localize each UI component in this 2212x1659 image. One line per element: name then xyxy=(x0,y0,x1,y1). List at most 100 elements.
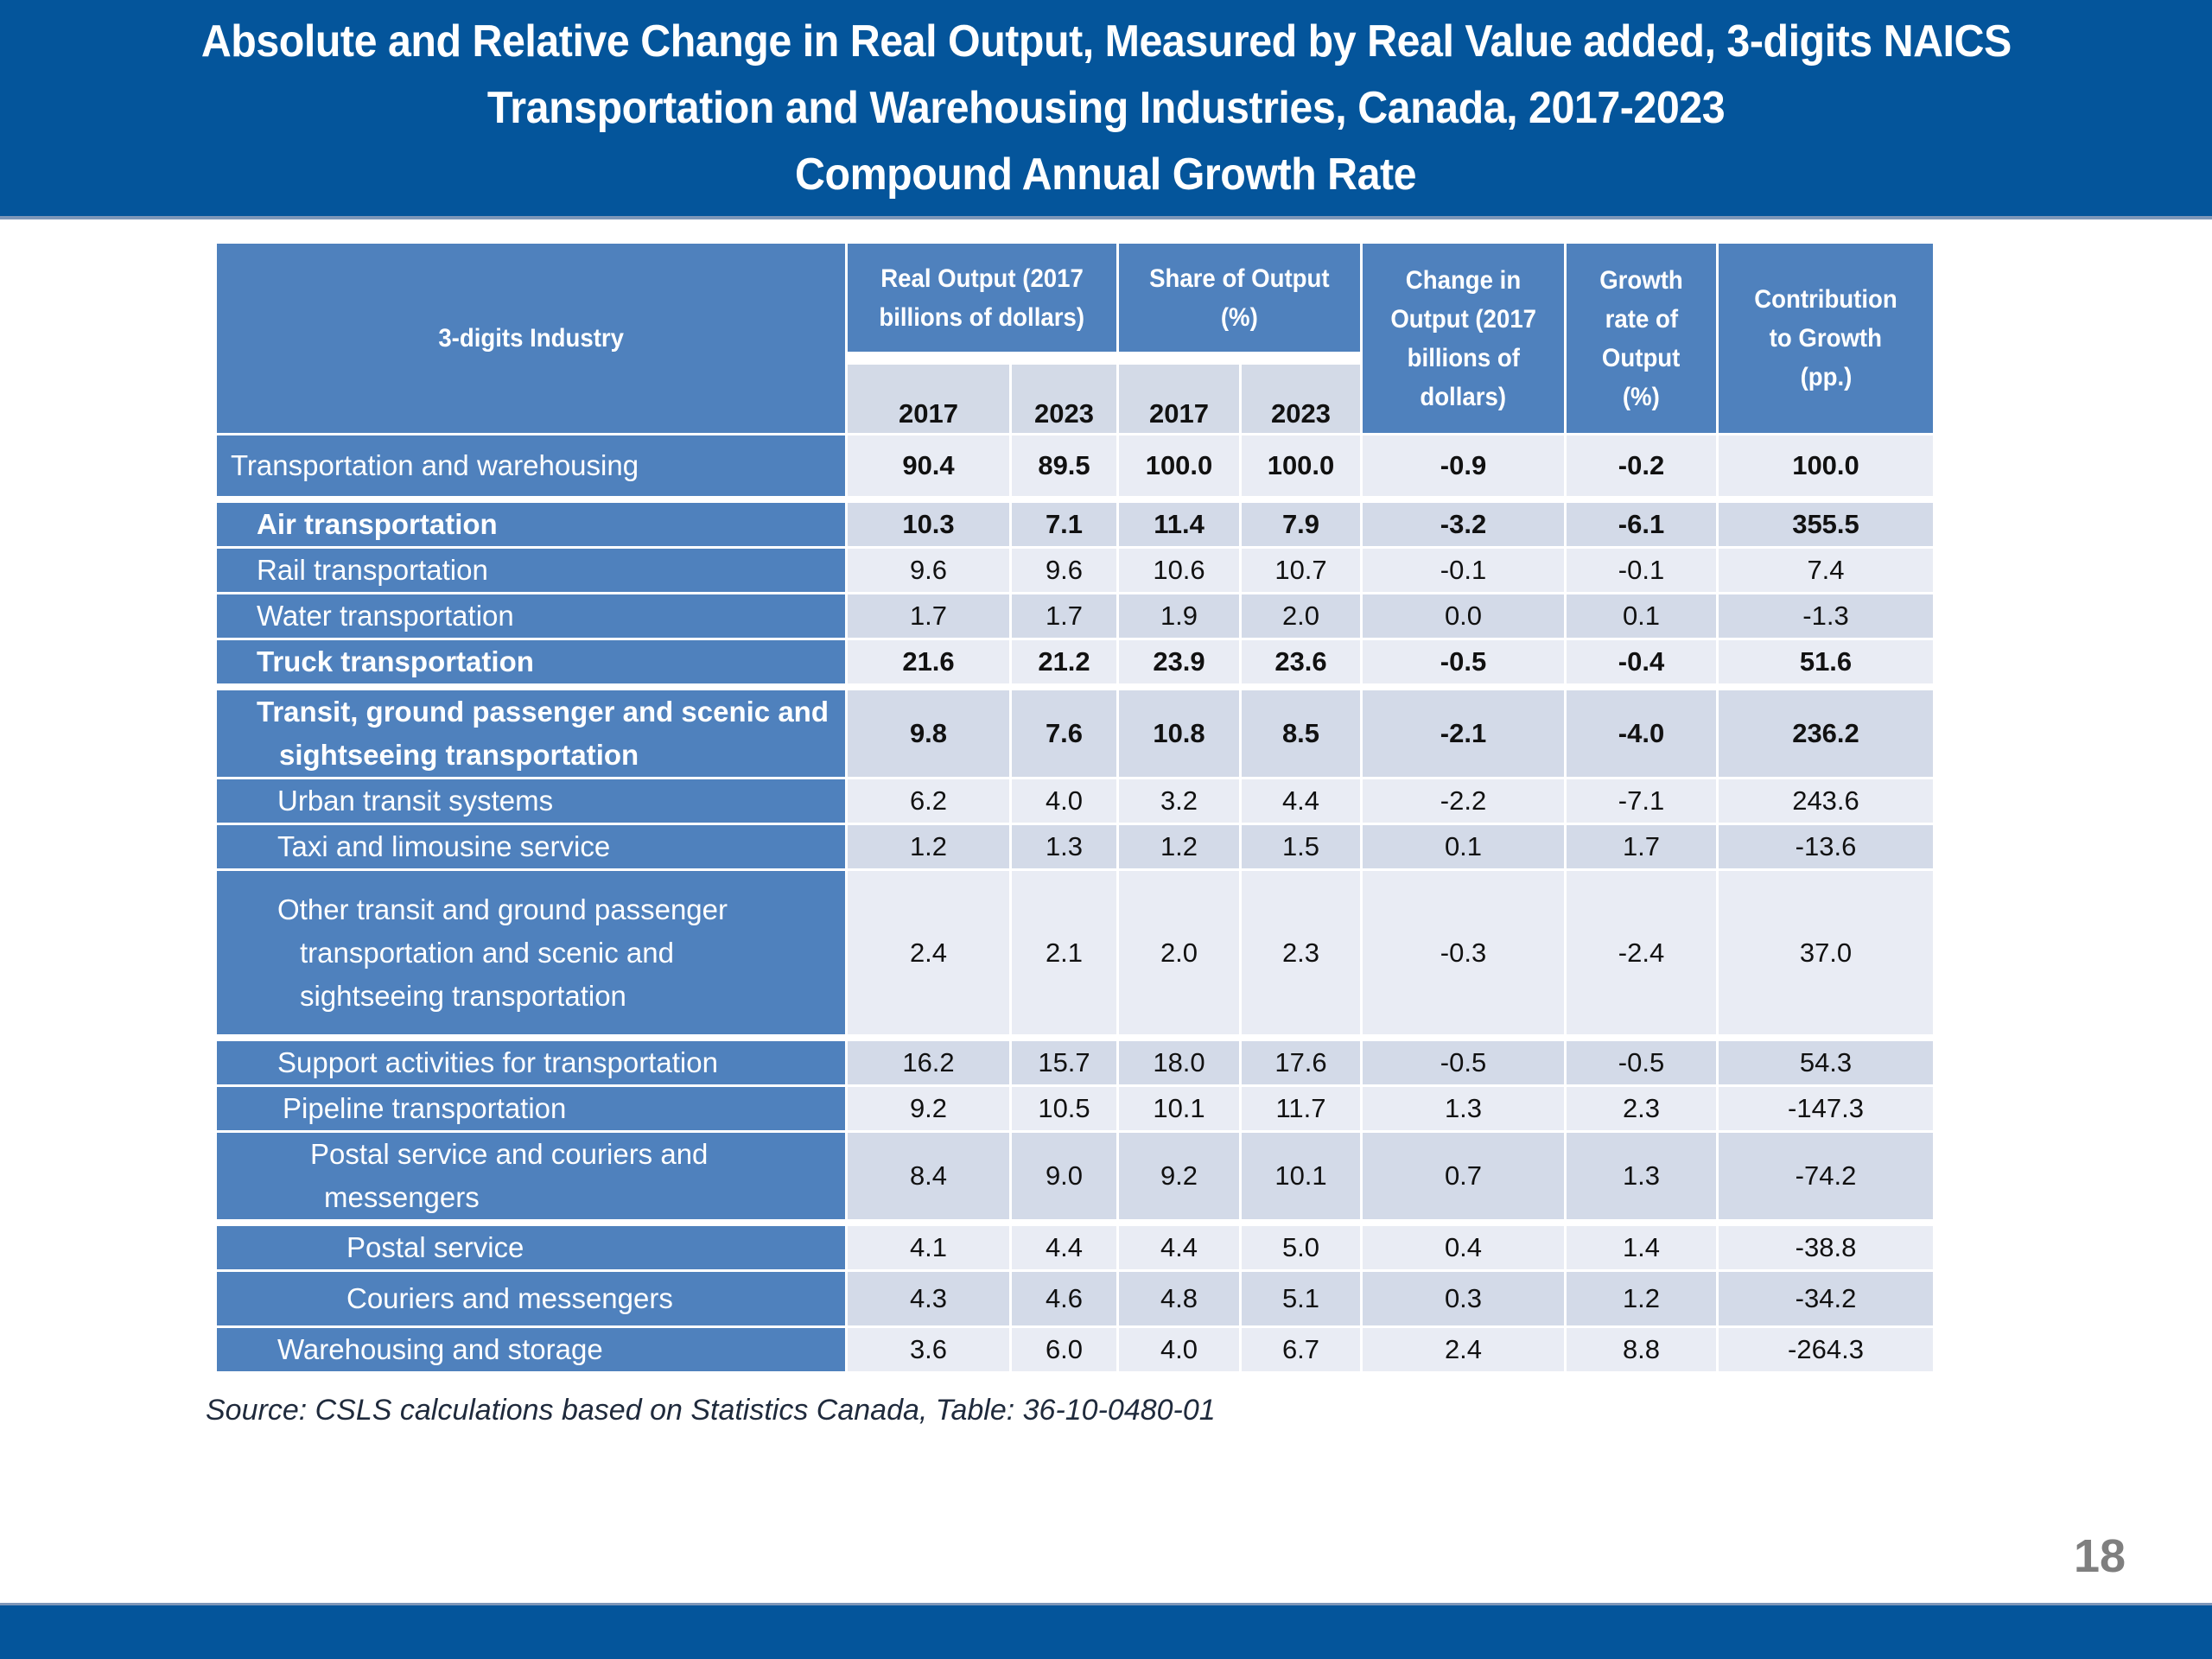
cell-share-2023: 2.3 xyxy=(1242,871,1363,1041)
industry-label-line: Air transportation xyxy=(257,508,498,540)
industry-label: Truck transportation xyxy=(217,640,848,690)
cell-growth-rate: 1.2 xyxy=(1567,1272,1719,1328)
cell-real-output-2023: 2.1 xyxy=(1012,871,1119,1041)
cell-change-in-output: -0.5 xyxy=(1363,1041,1567,1087)
cell-change-in-output: -2.2 xyxy=(1363,779,1567,825)
cell-growth-rate: -6.1 xyxy=(1567,503,1719,549)
cell-share-2023: 6.7 xyxy=(1242,1328,1363,1374)
table-row: Transit, ground passenger and scenic and… xyxy=(217,690,1936,779)
cell-real-output-2017: 21.6 xyxy=(848,640,1012,690)
table-row: Transportation and warehousing 90.4 89.5 10… xyxy=(217,435,1936,503)
cell-growth-rate: -0.2 xyxy=(1567,435,1719,503)
cell-share-2017: 18.0 xyxy=(1119,1041,1242,1087)
footer-bar xyxy=(0,1603,2212,1659)
table-row: Water transportation 1.7 1.7 1.9 2.0 0.0 0.1 -1… xyxy=(217,594,1936,640)
cell-share-2023: 10.1 xyxy=(1242,1133,1363,1226)
cell-real-output-2017: 4.3 xyxy=(848,1272,1012,1328)
cell-real-output-2017: 1.7 xyxy=(848,594,1012,640)
cell-contribution: -147.3 xyxy=(1719,1087,1936,1133)
cell-share-2023: 5.1 xyxy=(1242,1272,1363,1328)
cell-share-2023: 100.0 xyxy=(1242,435,1363,503)
industry-label-line: Pipeline transportation xyxy=(283,1092,567,1124)
header-year-share-2023: 2023 xyxy=(1242,354,1363,435)
header-real-output: Real Output (2017 billions of dollars) xyxy=(848,244,1119,354)
table-row: Other transit and ground passenger transp… xyxy=(217,871,1936,1041)
table-row: Warehousing and storage 3.6 6.0 4.0 6.7 2.4 8.… xyxy=(217,1328,1936,1374)
cell-share-2017: 4.4 xyxy=(1119,1226,1242,1272)
cell-contribution: 100.0 xyxy=(1719,435,1936,503)
cell-growth-rate: -2.4 xyxy=(1567,871,1719,1041)
table-row: Truck transportation 21.6 21.2 23.9 23.6 -0.5… xyxy=(217,640,1936,690)
industry-label-line: Postal service xyxy=(346,1231,524,1263)
cell-share-2017: 1.2 xyxy=(1119,825,1242,871)
source-note: Source: CSLS calculations based on Stati… xyxy=(206,1394,1216,1427)
cell-share-2023: 4.4 xyxy=(1242,779,1363,825)
cell-contribution: -74.2 xyxy=(1719,1133,1936,1226)
industry-label: Transit, ground passenger and scenic and… xyxy=(217,690,848,779)
cell-real-output-2023: 9.0 xyxy=(1012,1133,1119,1226)
cell-real-output-2023: 15.7 xyxy=(1012,1041,1119,1087)
industry-label: Transportation and warehousing xyxy=(217,435,848,503)
industry-output-table: 3-digits Industry Real Output (2017 bill… xyxy=(217,244,1936,1374)
cell-real-output-2017: 4.1 xyxy=(848,1226,1012,1272)
cell-share-2023: 1.5 xyxy=(1242,825,1363,871)
cell-contribution: 243.6 xyxy=(1719,779,1936,825)
cell-contribution: 355.5 xyxy=(1719,503,1936,549)
cell-real-output-2017: 3.6 xyxy=(848,1328,1012,1374)
cell-change-in-output: 0.7 xyxy=(1363,1133,1567,1226)
industry-label: Postal service xyxy=(217,1226,848,1272)
cell-growth-rate: 1.3 xyxy=(1567,1133,1719,1226)
header-share-of-output: Share of Output (%) xyxy=(1119,244,1363,354)
cell-share-2017: 23.9 xyxy=(1119,640,1242,690)
title-line-2: Transportation and Warehousing Industrie… xyxy=(486,82,1726,133)
cell-share-2017: 4.0 xyxy=(1119,1328,1242,1374)
cell-share-2017: 4.8 xyxy=(1119,1272,1242,1328)
cell-share-2023: 8.5 xyxy=(1242,690,1363,779)
cell-real-output-2023: 7.1 xyxy=(1012,503,1119,549)
title-line-1: Absolute and Relative Change in Real Out… xyxy=(200,16,2012,67)
table-row: Air transportation 10.3 7.1 11.4 7.9 -3.2 -6.1… xyxy=(217,503,1936,549)
industry-label-line: Rail transportation xyxy=(257,554,488,586)
cell-contribution: -264.3 xyxy=(1719,1328,1936,1374)
industry-label-line: Postal service and couriers and xyxy=(310,1138,709,1170)
cell-share-2023: 17.6 xyxy=(1242,1041,1363,1087)
cell-share-2017: 10.1 xyxy=(1119,1087,1242,1133)
cell-real-output-2017: 6.2 xyxy=(848,779,1012,825)
industry-label: Rail transportation xyxy=(217,549,848,594)
cell-share-2017: 2.0 xyxy=(1119,871,1242,1041)
cell-contribution: -34.2 xyxy=(1719,1272,1936,1328)
table-row: Postal service 4.1 4.4 4.4 5.0 0.4 1.4 -38.8 xyxy=(217,1226,1936,1272)
cell-real-output-2017: 8.4 xyxy=(848,1133,1012,1226)
cell-share-2017: 3.2 xyxy=(1119,779,1242,825)
cell-share-2017: 100.0 xyxy=(1119,435,1242,503)
table-body: Transportation and warehousing 90.4 89.5 10… xyxy=(217,435,1936,1374)
cell-contribution: 54.3 xyxy=(1719,1041,1936,1087)
industry-label-line: Warehousing and storage xyxy=(277,1333,603,1365)
industry-label: Warehousing and storage xyxy=(217,1328,848,1374)
cell-real-output-2017: 1.2 xyxy=(848,825,1012,871)
header-year-real-output-2023: 2023 xyxy=(1012,354,1119,435)
cell-real-output-2023: 1.7 xyxy=(1012,594,1119,640)
table-row: Taxi and limousine service 1.2 1.3 1.2 1.5 0.… xyxy=(217,825,1936,871)
cell-change-in-output: -0.5 xyxy=(1363,640,1567,690)
cell-growth-rate: 8.8 xyxy=(1567,1328,1719,1374)
industry-label-line: messengers xyxy=(324,1181,480,1213)
cell-contribution: 236.2 xyxy=(1719,690,1936,779)
industry-label: Other transit and ground passenger transp… xyxy=(217,871,848,1041)
header-year-share-2017: 2017 xyxy=(1119,354,1242,435)
header-industry: 3-digits Industry xyxy=(217,244,848,435)
industry-label-line: Support activities for transportation xyxy=(277,1046,718,1078)
cell-real-output-2017: 2.4 xyxy=(848,871,1012,1041)
industry-label: Taxi and limousine service xyxy=(217,825,848,871)
industry-label-line: Couriers and messengers xyxy=(346,1282,673,1314)
slide-title-banner: Absolute and Relative Change in Real Out… xyxy=(0,0,2212,219)
industry-label-line: Transit, ground passenger and scenic and xyxy=(257,696,829,728)
cell-change-in-output: 0.0 xyxy=(1363,594,1567,640)
cell-share-2023: 7.9 xyxy=(1242,503,1363,549)
cell-growth-rate: 1.4 xyxy=(1567,1226,1719,1272)
cell-contribution: -38.8 xyxy=(1719,1226,1936,1272)
cell-real-output-2017: 16.2 xyxy=(848,1041,1012,1087)
cell-real-output-2023: 4.4 xyxy=(1012,1226,1119,1272)
industry-label-line: sightseeing transportation xyxy=(279,739,639,771)
cell-real-output-2023: 10.5 xyxy=(1012,1087,1119,1133)
